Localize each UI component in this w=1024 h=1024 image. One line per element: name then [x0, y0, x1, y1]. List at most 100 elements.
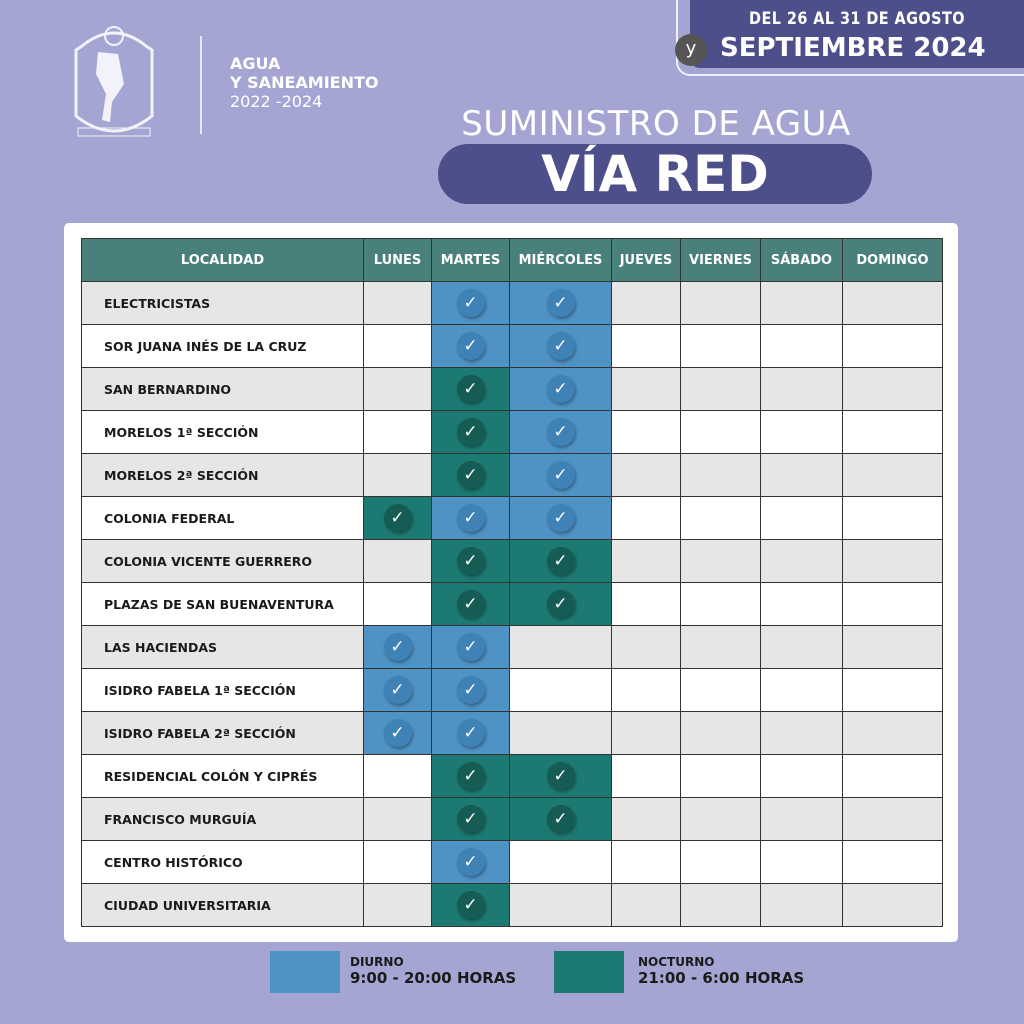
cell-empty [842, 883, 943, 927]
cell-empty [611, 754, 681, 798]
table-row: LAS HACIENDAS ✓ ✓ [81, 625, 943, 669]
date-banner [690, 0, 1024, 68]
locality-name: ELECTRICISTAS [81, 281, 364, 325]
cell-empty [760, 367, 843, 411]
check-icon: ✓ [546, 461, 575, 489]
cell-diurno: ✓ [363, 668, 432, 712]
legend-nocturno-hours: 21:00 - 6:00 HORAS [638, 969, 805, 987]
locality-name: LAS HACIENDAS [81, 625, 364, 669]
locality-name: COLONIA VICENTE GUERRERO [81, 539, 364, 583]
check-icon: ✓ [546, 375, 575, 403]
check-icon: ✓ [456, 891, 485, 919]
column-header: MIÉRCOLES [509, 238, 612, 282]
column-header: VIERNES [680, 238, 761, 282]
page-title: VÍA RED [438, 144, 872, 204]
cell-empty [611, 539, 681, 583]
table-row: RESIDENCIAL COLÓN Y CIPRÉS ✓ ✓ [81, 754, 943, 798]
cell-empty [680, 496, 761, 540]
cell-empty [680, 754, 761, 798]
check-icon: ✓ [546, 762, 575, 790]
locality-name: RESIDENCIAL COLÓN Y CIPRÉS [81, 754, 364, 798]
cell-empty [611, 281, 681, 325]
cell-empty [611, 711, 681, 755]
cell-empty [760, 582, 843, 626]
legend-nocturno: NOCTURNO 21:00 - 6:00 HORAS [638, 955, 804, 987]
table-row: MORELOS 2ª SECCIÓN ✓ ✓ [81, 453, 943, 497]
cell-empty [842, 711, 943, 755]
cell-empty [842, 539, 943, 583]
cell-empty [760, 324, 843, 368]
column-header: SÁBADO [760, 238, 843, 282]
cell-empty [611, 883, 681, 927]
table-row: FRANCISCO MURGUÍA ✓ ✓ [81, 797, 943, 841]
cell-diurno: ✓ [431, 281, 510, 325]
org-name: AGUA Y SANEAMIENTO 2022 -2024 [230, 54, 378, 111]
legend-diurno-hours: 9:00 - 20:00 HORAS [350, 969, 517, 987]
table-row: ELECTRICISTAS ✓ ✓ [81, 281, 943, 325]
cell-empty [680, 840, 761, 884]
locality-name: FRANCISCO MURGUÍA [81, 797, 364, 841]
check-icon: ✓ [456, 719, 485, 747]
locality-name: PLAZAS DE SAN BUENAVENTURA [81, 582, 364, 626]
cell-diurno: ✓ [509, 281, 612, 325]
cell-empty [842, 410, 943, 454]
table-row: SOR JUANA INÉS DE LA CRUZ ✓ ✓ [81, 324, 943, 368]
cell-empty [842, 496, 943, 540]
date-connector-badge: y [675, 34, 707, 66]
check-icon: ✓ [456, 676, 485, 704]
column-header: LUNES [363, 238, 432, 282]
cell-nocturno: ✓ [431, 453, 510, 497]
legend-swatch-nocturno [554, 951, 624, 993]
cell-empty [842, 754, 943, 798]
check-icon: ✓ [456, 461, 485, 489]
check-icon: ✓ [383, 719, 412, 747]
cell-empty [680, 367, 761, 411]
cell-empty [760, 453, 843, 497]
check-icon: ✓ [456, 848, 485, 876]
cell-empty [509, 625, 612, 669]
check-icon: ✓ [456, 504, 485, 532]
cell-empty [760, 883, 843, 927]
column-header: JUEVES [611, 238, 681, 282]
locality-name: MORELOS 2ª SECCIÓN [81, 453, 364, 497]
column-header: MARTES [431, 238, 510, 282]
header-divider [200, 36, 202, 134]
cell-empty [611, 625, 681, 669]
cell-diurno: ✓ [509, 496, 612, 540]
cell-empty [680, 539, 761, 583]
cell-empty [611, 840, 681, 884]
table-row: CENTRO HISTÓRICO ✓ [81, 840, 943, 884]
cell-diurno: ✓ [431, 711, 510, 755]
cell-nocturno: ✓ [509, 754, 612, 798]
check-icon: ✓ [456, 633, 485, 661]
cell-diurno: ✓ [509, 453, 612, 497]
date-frame [676, 0, 1024, 76]
cell-empty [363, 754, 432, 798]
cell-nocturno: ✓ [431, 883, 510, 927]
cell-empty [842, 324, 943, 368]
cell-empty [611, 324, 681, 368]
cell-nocturno: ✓ [431, 754, 510, 798]
cell-nocturno: ✓ [509, 582, 612, 626]
cell-nocturno: ✓ [363, 496, 432, 540]
cell-empty [509, 840, 612, 884]
cell-nocturno: ✓ [431, 367, 510, 411]
cell-empty [680, 453, 761, 497]
cell-empty [842, 367, 943, 411]
check-icon: ✓ [383, 676, 412, 704]
check-icon: ✓ [456, 590, 485, 618]
check-icon: ✓ [383, 504, 412, 532]
check-icon: ✓ [546, 289, 575, 317]
cell-diurno: ✓ [431, 840, 510, 884]
schedule-table: LOCALIDAD LUNES MARTES MIÉRCOLES JUEVES VIERN… [81, 238, 943, 927]
cell-empty [842, 668, 943, 712]
table-header-row: LOCALIDAD LUNES MARTES MIÉRCOLES JUEVES VIERN… [81, 238, 943, 282]
cell-empty [611, 582, 681, 626]
check-icon: ✓ [546, 805, 575, 833]
locality-name: SOR JUANA INÉS DE LA CRUZ [81, 324, 364, 368]
municipal-logo [74, 26, 154, 137]
table-row: ISIDRO FABELA 1ª SECCIÓN ✓ ✓ [81, 668, 943, 712]
cell-empty [680, 281, 761, 325]
check-icon: ✓ [456, 805, 485, 833]
cell-empty [842, 453, 943, 497]
